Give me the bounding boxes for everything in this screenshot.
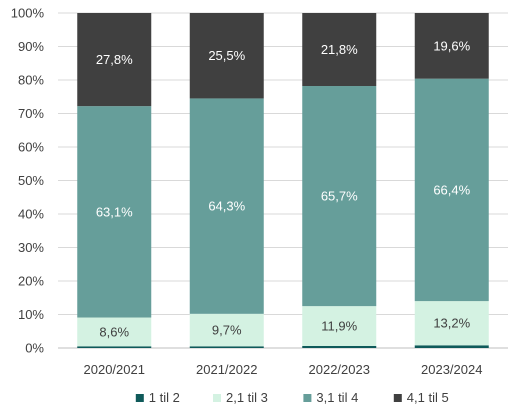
bar-segment	[189, 313, 264, 347]
bar-segment	[414, 301, 489, 346]
bars	[77, 13, 489, 348]
bar-segment	[189, 98, 264, 314]
legend-swatch	[213, 394, 221, 402]
x-tick-label: 2023/2024	[421, 362, 482, 377]
legend-label: 3,1 til 4	[316, 390, 358, 405]
legend-swatch	[135, 394, 144, 402]
data-label: 27,8%	[96, 52, 133, 67]
data-label: 63,1%	[96, 204, 133, 219]
bar-segment	[414, 345, 489, 348]
legend-label: 2,1 til 3	[226, 390, 268, 405]
bar-segment	[414, 78, 489, 302]
x-tick-label: 2022/2023	[309, 362, 370, 377]
bar-segment	[189, 13, 264, 99]
y-tick-label: 80%	[18, 73, 44, 88]
y-tick-label: 90%	[18, 39, 44, 54]
y-tick-label: 50%	[18, 173, 44, 188]
x-tick-label: 2020/2021	[84, 362, 145, 377]
bar-segment	[77, 317, 152, 347]
bar-segment	[77, 106, 152, 318]
bar-segment	[302, 306, 377, 346]
legend-swatch	[303, 394, 312, 402]
y-tick-label: 20%	[18, 274, 44, 289]
data-label: 66,4%	[433, 182, 470, 197]
y-axis: 0% 10% 20% 30% 40% 50% 60% 70% 80% 90% 100%	[11, 6, 45, 356]
y-tick-label: 70%	[18, 106, 44, 121]
y-tick-label: 100%	[11, 6, 45, 21]
data-label: 19,6%	[433, 38, 470, 53]
y-tick-label: 0%	[25, 341, 44, 356]
y-tick-label: 30%	[18, 240, 44, 255]
y-tick-label: 40%	[18, 207, 44, 222]
x-tick-label: 2021/2022	[196, 362, 257, 377]
legend: 1 til 2 2,1 til 3 3,1 til 4 4,1 til 5	[135, 390, 449, 405]
bar-segment	[302, 345, 377, 348]
data-label: 8,6%	[99, 324, 129, 339]
bar-segment	[77, 346, 152, 348]
bar-segment	[414, 13, 489, 79]
data-label: 64,3%	[208, 199, 245, 214]
bar-segment	[189, 346, 264, 348]
bar-segment	[302, 86, 377, 307]
x-axis: 2020/2021 2021/2022 2022/2023 2023/2024	[84, 362, 483, 377]
data-label: 21,8%	[321, 42, 358, 57]
y-tick-label: 60%	[18, 140, 44, 155]
y-tick-label: 10%	[18, 307, 44, 322]
legend-label: 4,1 til 5	[407, 390, 449, 405]
data-label: 11,9%	[321, 319, 357, 334]
bar-segment	[302, 13, 377, 87]
data-label: 9,7%	[212, 323, 242, 338]
data-label: 13,2%	[433, 316, 470, 331]
legend-label: 1 til 2	[149, 390, 180, 405]
legend-swatch	[393, 394, 402, 402]
data-label: 65,7%	[321, 189, 358, 204]
data-label: 25,5%	[208, 48, 245, 63]
data-labels: 8,6% 63,1% 27,8% 9,7% 64,3% 25,5% 11,9% 65,7% 21…	[96, 38, 471, 339]
bar-segment	[77, 13, 152, 107]
